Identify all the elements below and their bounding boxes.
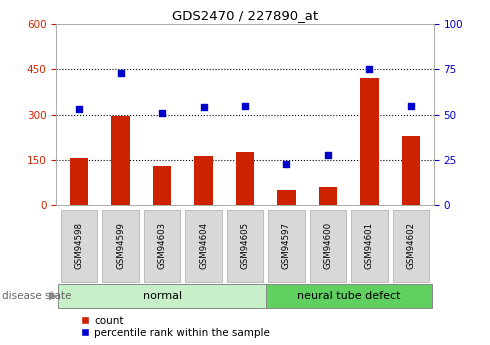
FancyBboxPatch shape: [185, 210, 222, 282]
Bar: [360, 79, 379, 205]
Point: [324, 152, 332, 157]
Text: GSM94602: GSM94602: [406, 222, 416, 269]
Text: GSM94604: GSM94604: [199, 222, 208, 269]
Point: [199, 105, 207, 110]
Bar: [153, 166, 172, 205]
Text: GSM94598: GSM94598: [74, 222, 84, 269]
Text: neural tube defect: neural tube defect: [297, 291, 400, 301]
Point: [241, 103, 249, 108]
Bar: [401, 136, 420, 205]
Text: disease state: disease state: [2, 291, 72, 301]
FancyBboxPatch shape: [268, 210, 305, 282]
Point: [283, 161, 291, 166]
Bar: [236, 152, 254, 205]
Bar: [277, 190, 296, 205]
FancyBboxPatch shape: [144, 210, 180, 282]
Text: GSM94605: GSM94605: [241, 222, 249, 269]
Bar: [194, 156, 213, 205]
FancyBboxPatch shape: [310, 210, 346, 282]
Title: GDS2470 / 227890_at: GDS2470 / 227890_at: [172, 9, 318, 22]
Text: GSM94603: GSM94603: [158, 222, 167, 269]
FancyBboxPatch shape: [61, 210, 98, 282]
Bar: [70, 158, 89, 205]
Text: GSM94597: GSM94597: [282, 222, 291, 269]
FancyBboxPatch shape: [58, 284, 266, 308]
FancyBboxPatch shape: [227, 210, 263, 282]
Text: normal: normal: [143, 291, 182, 301]
Text: ▶: ▶: [49, 291, 57, 301]
Point: [158, 110, 166, 116]
Text: GSM94599: GSM94599: [116, 223, 125, 269]
FancyBboxPatch shape: [102, 210, 139, 282]
FancyBboxPatch shape: [392, 210, 429, 282]
Text: GSM94600: GSM94600: [323, 222, 332, 269]
Text: GSM94601: GSM94601: [365, 222, 374, 269]
FancyBboxPatch shape: [351, 210, 388, 282]
Point: [117, 70, 124, 76]
Bar: [318, 187, 337, 205]
Legend: count, percentile rank within the sample: count, percentile rank within the sample: [80, 316, 270, 338]
FancyBboxPatch shape: [266, 284, 432, 308]
Bar: [111, 116, 130, 205]
Point: [75, 107, 83, 112]
Point: [366, 67, 373, 72]
Point: [407, 103, 415, 108]
